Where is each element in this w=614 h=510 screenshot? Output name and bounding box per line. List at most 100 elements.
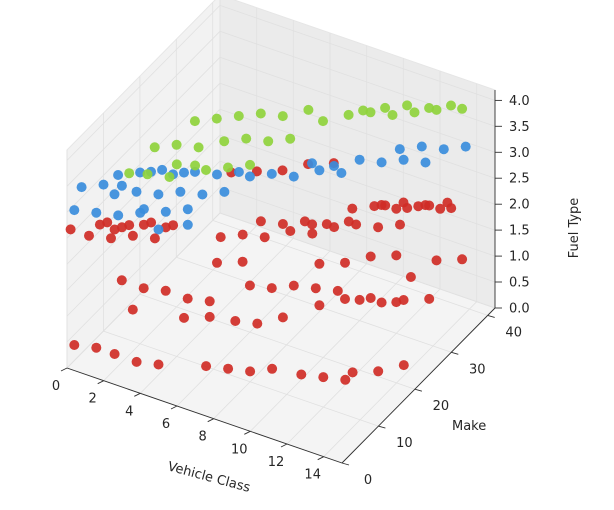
z-tick-label: 0.0	[509, 302, 530, 317]
data-point	[420, 157, 431, 168]
data-point	[405, 272, 416, 282]
data-point	[285, 133, 296, 144]
data-point	[131, 356, 142, 367]
data-point	[94, 219, 105, 230]
data-point	[142, 169, 153, 180]
data-point	[435, 203, 446, 214]
data-point	[193, 142, 204, 153]
grid-line-z	[219, 160, 496, 257]
x-tick-label: 0	[52, 379, 60, 394]
data-point	[460, 141, 471, 152]
data-point	[211, 113, 222, 124]
data-point	[431, 104, 442, 115]
data-point	[310, 283, 321, 294]
data-point	[365, 107, 376, 118]
data-point	[113, 170, 124, 180]
data-point	[69, 205, 80, 216]
data-point	[314, 300, 325, 311]
chart-points	[65, 100, 471, 385]
data-point	[303, 104, 314, 115]
grid-line-z	[66, 186, 221, 343]
x-tick-label: 2	[89, 392, 97, 407]
data-point	[124, 168, 135, 179]
grid-line-z	[66, 31, 221, 187]
data-point	[219, 136, 230, 147]
grid-line-z	[219, 5, 496, 101]
data-point	[153, 189, 164, 200]
grid-line-z	[219, 212, 496, 309]
x-tick-mark	[317, 456, 324, 461]
z-tick-label: 1.5	[509, 224, 530, 239]
data-point	[98, 179, 109, 190]
chart-grid	[66, 0, 496, 464]
data-point	[149, 142, 160, 153]
data-point	[376, 157, 387, 168]
data-point	[398, 360, 409, 371]
data-point	[109, 349, 120, 359]
data-point	[197, 189, 208, 200]
chart-tick-labels: 0 2 4 6 8 10 12 14 0 10 20 30 40 0.0 0.5 1.0 1.5 2.0 2.5 3.…	[52, 94, 530, 488]
data-point	[380, 200, 391, 211]
data-point	[190, 160, 201, 171]
data-point	[416, 141, 427, 152]
data-point	[354, 294, 365, 305]
data-point	[138, 219, 149, 230]
data-point	[127, 230, 138, 241]
grid-line-z	[66, 57, 221, 213]
data-point	[171, 139, 182, 150]
z-axis-label: Fuel Type	[567, 198, 582, 259]
data-point	[409, 107, 420, 118]
data-point	[106, 233, 116, 244]
data-point	[113, 210, 124, 221]
data-point	[182, 219, 193, 230]
x-tick-mark	[97, 380, 104, 385]
data-point	[244, 280, 255, 291]
data-point	[179, 167, 189, 178]
data-point	[277, 111, 288, 122]
data-point	[431, 255, 442, 266]
y-tick-mark	[378, 425, 386, 429]
data-point	[340, 374, 351, 385]
data-point	[307, 158, 317, 169]
data-point	[153, 359, 164, 370]
data-point	[164, 172, 175, 182]
data-point	[314, 258, 325, 269]
data-point	[446, 203, 457, 214]
data-point	[153, 224, 164, 235]
data-point	[84, 230, 94, 241]
x-tick-mark	[170, 405, 178, 410]
x-tick-label: 10	[231, 442, 248, 457]
data-point	[391, 203, 402, 214]
data-point	[267, 363, 278, 374]
x-axis-label: Vehicle Class	[166, 459, 252, 496]
data-point	[314, 165, 325, 176]
data-point	[438, 144, 449, 155]
z-tick-label: 3.0	[509, 146, 530, 161]
data-point	[255, 108, 266, 119]
data-point	[365, 251, 376, 262]
y-axis-label: Make	[452, 419, 486, 434]
data-point	[175, 186, 186, 197]
data-point	[219, 186, 230, 197]
grid-line-y	[139, 293, 416, 390]
data-point	[65, 224, 76, 235]
y-tick-label: 0	[364, 473, 372, 488]
grid-line-y	[212, 220, 488, 316]
data-point	[373, 222, 384, 233]
data-point	[171, 159, 182, 170]
z-tick-label: 3.5	[509, 120, 530, 135]
x-tick-mark	[280, 443, 288, 448]
y-tick-mark	[414, 388, 423, 392]
data-point	[424, 293, 435, 304]
data-point	[369, 201, 380, 212]
data-point	[347, 203, 358, 214]
data-point	[109, 224, 120, 235]
x-tick-label: 14	[304, 468, 321, 483]
grid-line-z	[219, 134, 496, 231]
data-point	[266, 283, 277, 294]
y-tick-mark	[341, 462, 350, 466]
data-point	[354, 154, 365, 165]
grid-line-x	[176, 250, 331, 407]
grid-line-x	[140, 238, 294, 394]
data-point	[76, 182, 87, 193]
